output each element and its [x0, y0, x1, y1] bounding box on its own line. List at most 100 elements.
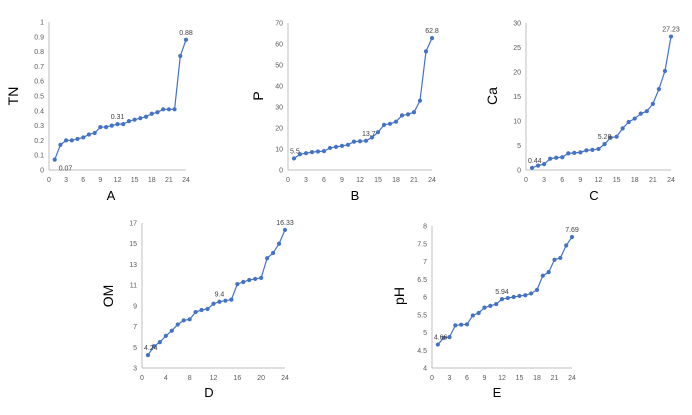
y-tick-label: 0.8	[34, 49, 44, 56]
data-point	[441, 335, 446, 340]
chart-panel-b: 0 10 20 30 40 50 60 70 0 3 6 9 12 15 18 21 24 P B 5.5 13.7 62…	[250, 21, 439, 204]
x-tick-label: 6	[81, 177, 85, 184]
x-tick-label: 0	[524, 177, 528, 184]
y-tick-label: 15	[129, 241, 137, 248]
data-point	[529, 291, 534, 296]
x-tick-label: 24	[428, 177, 436, 184]
data-point	[315, 149, 321, 154]
data-point	[52, 157, 57, 162]
data-point	[58, 142, 63, 147]
data-point	[205, 306, 210, 312]
y-tick-label: 3	[133, 366, 137, 373]
data-label: 4.66	[434, 335, 448, 342]
data-point	[447, 335, 452, 340]
data-point	[303, 151, 309, 156]
data-point	[535, 163, 541, 168]
data-point	[459, 322, 464, 327]
data-point	[270, 250, 276, 256]
y-tick-label: 6.5	[417, 277, 427, 284]
data-label: 0.88	[179, 30, 193, 37]
y-tick-label: 9	[133, 303, 137, 310]
series-line	[54, 39, 187, 160]
data-label: 0.07	[59, 166, 73, 173]
data-point	[638, 111, 643, 116]
data-point	[115, 122, 120, 127]
data-point	[572, 150, 577, 155]
x-tick-label: 3	[304, 177, 308, 184]
data-label: 7.69	[565, 227, 579, 234]
y-tick-label: 20	[275, 126, 283, 133]
x-tick-label: 21	[551, 375, 559, 382]
y-tick-label: 5.5	[417, 312, 427, 319]
x-tick-label: 24	[568, 375, 576, 382]
data-point	[554, 155, 559, 160]
data-point	[505, 295, 510, 301]
data-label: 5.5	[290, 148, 300, 155]
data-point	[172, 107, 177, 112]
data-point	[276, 241, 282, 246]
y-tick-label: 30	[513, 21, 521, 28]
data-label: 13.7	[362, 131, 376, 138]
chart-caption: E	[493, 385, 502, 400]
data-point	[552, 257, 557, 262]
data-point	[64, 138, 69, 143]
y-tick-label: 60	[275, 42, 283, 49]
data-point	[138, 116, 143, 121]
data-point	[614, 134, 619, 139]
data-point	[476, 310, 481, 316]
x-tick-label: 15	[374, 177, 382, 184]
y-tick-label: 0	[279, 168, 283, 175]
data-point	[321, 149, 327, 154]
data-point	[81, 135, 86, 140]
y-tick-label: 5	[133, 345, 137, 352]
data-point	[363, 138, 369, 143]
chart-caption: C	[589, 188, 598, 203]
x-tick-label: 0	[286, 177, 290, 184]
y-axis-label: P	[250, 91, 266, 100]
y-tick-label: 15	[513, 94, 521, 101]
data-point	[143, 114, 149, 119]
data-point	[656, 87, 662, 92]
x-tick-label: 12	[356, 177, 364, 184]
data-point	[86, 132, 92, 137]
x-tick-label: 21	[649, 177, 657, 184]
data-label: 4.24	[144, 345, 158, 352]
data-point	[166, 107, 171, 112]
data-point	[178, 53, 183, 59]
data-point	[650, 101, 655, 106]
x-tick-label: 9	[483, 375, 487, 382]
data-point	[602, 142, 607, 147]
data-label: 5.94	[495, 289, 509, 296]
data-point	[548, 156, 553, 161]
data-point	[626, 119, 631, 125]
x-tick-label: 12	[210, 375, 218, 382]
data-point	[199, 307, 204, 313]
data-point	[560, 155, 565, 160]
x-tick-label: 6	[465, 375, 469, 382]
data-point	[662, 68, 668, 74]
series-line	[531, 36, 672, 169]
y-tick-label: 7	[423, 259, 427, 266]
y-tick-label: 7.5	[417, 241, 427, 248]
x-tick-label: 16	[233, 375, 241, 382]
data-point	[253, 276, 258, 282]
data-point	[327, 145, 333, 151]
data-point	[470, 313, 475, 318]
data-point	[534, 287, 540, 292]
data-point	[387, 121, 393, 126]
y-tick-label: 6	[423, 295, 427, 302]
data-point	[169, 328, 174, 333]
data-point	[132, 117, 137, 122]
data-point	[584, 148, 589, 153]
data-point	[423, 49, 429, 54]
data-point	[375, 130, 381, 135]
y-tick-label: 0.3	[34, 123, 44, 130]
x-tick-label: 18	[392, 177, 400, 184]
chart-caption: D	[204, 385, 213, 400]
data-point	[393, 119, 399, 124]
y-tick-label: 11	[130, 283, 137, 290]
data-point	[453, 323, 458, 328]
y-axis-label: Ca	[484, 87, 500, 105]
data-point	[564, 243, 569, 248]
data-label: 0.44	[528, 158, 542, 165]
